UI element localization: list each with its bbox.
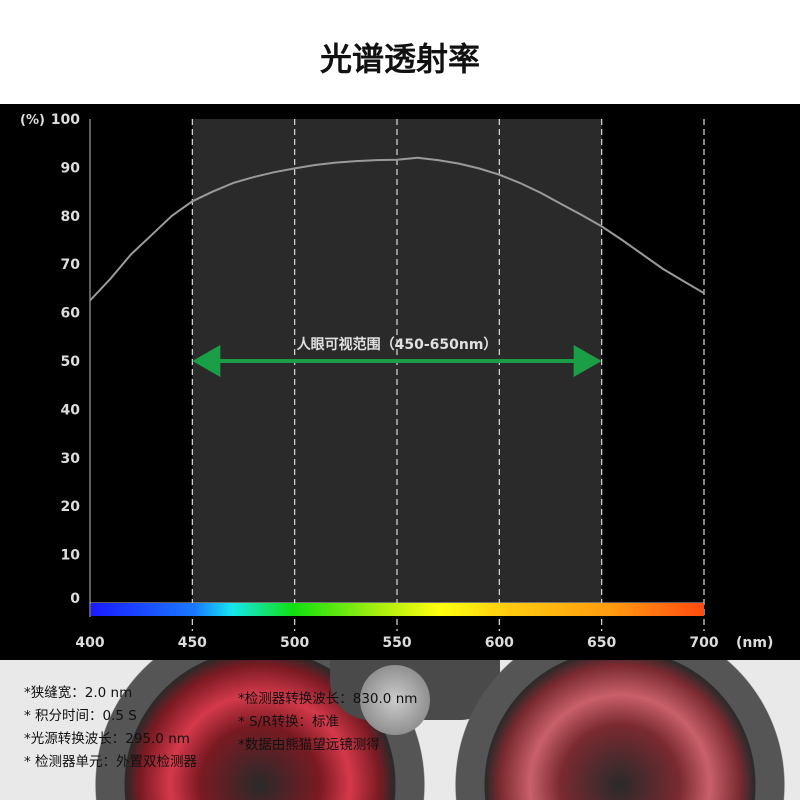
note: *狭缝宽：2.0 nm (24, 685, 133, 701)
x-tick-label: 500 (280, 635, 309, 651)
y-tick-label: 30 (61, 451, 81, 467)
visible-range-label: 人眼可视范围（450-650nm） (297, 336, 498, 353)
y-tick-label: 40 (61, 402, 81, 418)
note: *数据由熊猫望远镜测得 (238, 737, 380, 753)
note: * S/R转换：标准 (238, 714, 340, 730)
y-tick-label: 90 (61, 160, 81, 176)
notes-left: *狭缝宽：2.0 nm * 积分时间：0.5 S *光源转换波长：295.0 n… (24, 682, 197, 774)
y-tick-label: 100 (51, 112, 80, 128)
y-axis-label: (%) (20, 113, 45, 128)
y-tick-label: 50 (61, 354, 81, 370)
note: *检测器转换波长：830.0 nm (238, 691, 418, 707)
y-tick-label: 0 (70, 591, 80, 607)
y-tick-label: 20 (61, 499, 81, 515)
x-axis-label: (nm) (736, 635, 773, 651)
note: *光源转换波长：295.0 nm (24, 731, 190, 747)
y-tick-label: 10 (61, 548, 81, 564)
right-lens (455, 660, 785, 800)
notes-right: *检测器转换波长：830.0 nm * S/R转换：标准 *数据由熊猫望远镜测得 (238, 688, 417, 757)
note: * 检测器单元：外置双检测器 (24, 754, 198, 770)
y-tick-label: 80 (61, 209, 81, 225)
x-tick-label: 700 (689, 635, 718, 651)
x-tick-label: 400 (75, 635, 104, 651)
y-tick-label: 70 (61, 257, 81, 273)
x-tick-label: 650 (587, 635, 616, 651)
note: * 积分时间：0.5 S (24, 708, 137, 724)
spectrum-bar (91, 603, 704, 616)
binocular-photo: *狭缝宽：2.0 nm * 积分时间：0.5 S *光源转换波长：295.0 n… (0, 660, 800, 800)
x-tick-label: 550 (382, 635, 411, 651)
focus-wheel (360, 665, 430, 735)
page-title: 光谱透射率 (319, 40, 480, 78)
chart-svg: 400 450 500 550 600 650 700 0 10 20 30 40 50 60 70 80 90… (20, 112, 773, 651)
transmittance-curve (89, 156, 705, 302)
y-tick-label: 60 (61, 306, 81, 322)
transmittance-chart: 400 450 500 550 600 650 700 0 10 20 30 40 50 60 70 80 90… (0, 104, 800, 660)
x-tick-label: 450 (178, 635, 207, 651)
x-tick-label: 600 (485, 635, 514, 651)
